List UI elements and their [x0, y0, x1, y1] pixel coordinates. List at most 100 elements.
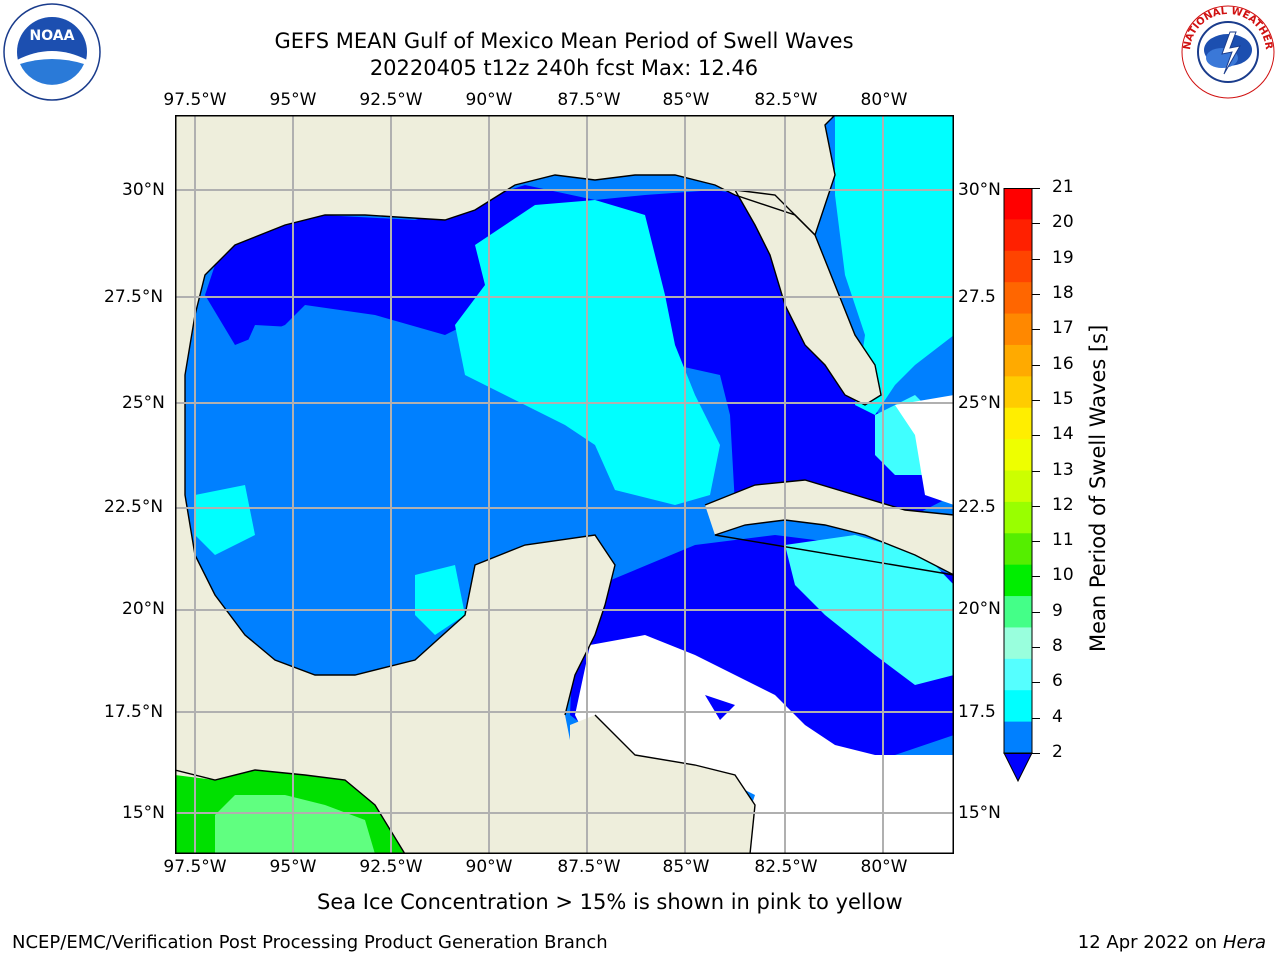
- colorbar-segment: [1004, 658, 1032, 691]
- colorbar-tick-label: 20: [1052, 212, 1074, 233]
- colorbar-segment: [1004, 470, 1032, 503]
- coastline-honduras: [594, 714, 756, 855]
- lat-label-left: 22.5°N: [104, 497, 164, 517]
- colorbar-segment: [1004, 627, 1032, 660]
- coastline-cuba: [704, 479, 955, 576]
- lon-label-top: 97.5°W: [163, 90, 227, 110]
- footer-credit: NCEP/EMC/Verification Post Processing Pr…: [12, 932, 608, 953]
- lon-label-bottom: 97.5°W: [163, 857, 227, 877]
- lat-label-left: 25°N: [122, 393, 165, 413]
- colorbar-segment: [1004, 376, 1032, 409]
- colorbar-tick: [1032, 541, 1040, 543]
- colorbar-extend-arrow: [1003, 752, 1033, 783]
- noaa-logo: NOAA: [2, 2, 102, 102]
- colorbar-title: Mean Period of Swell Waves [s]: [1086, 324, 1110, 652]
- no-data-caribbean: [575, 635, 954, 854]
- lon-label-top: 92.5°W: [359, 90, 423, 110]
- colorbar-tick: [1032, 435, 1040, 437]
- colorbar-tick: [1032, 188, 1040, 189]
- colorbar-segment: [1004, 250, 1032, 283]
- colorbar-tick-label: 16: [1052, 353, 1074, 374]
- lon-label-top: 95°W: [269, 90, 317, 110]
- lon-label-bottom: 87.5°W: [557, 857, 621, 877]
- colorbar-tick: [1032, 364, 1040, 366]
- colorbar-tick-label: 21: [1052, 177, 1074, 197]
- colorbar-tick: [1032, 717, 1040, 719]
- lat-label-left: 15°N: [122, 803, 165, 823]
- noaa-logo-text: NOAA: [30, 28, 75, 44]
- colorbar-tick-label: 18: [1052, 282, 1074, 303]
- colorbar-segment: [1004, 690, 1032, 723]
- lat-label-left: 30°N: [122, 180, 165, 200]
- lat-label-right: 27.5: [958, 287, 996, 307]
- lat-label-left: 17.5°N: [104, 702, 164, 722]
- colorbar-segment: [1004, 282, 1032, 315]
- colorbar-segment: [1004, 313, 1032, 346]
- colorbar-tick: [1032, 293, 1040, 295]
- colorbar-tick-label: 15: [1052, 388, 1074, 409]
- band-4-6-west: [195, 485, 255, 555]
- lon-label-bottom: 82.5°W: [754, 857, 818, 877]
- colorbar-tick: [1032, 682, 1040, 684]
- colorbar-tick-label: 14: [1052, 424, 1074, 445]
- band-under-2-north: [205, 185, 954, 525]
- colorbar-tick: [1032, 647, 1040, 649]
- lon-label-top: 85°W: [662, 90, 710, 110]
- lon-label-bottom: 80°W: [860, 857, 908, 877]
- lon-label-top: 87.5°W: [557, 90, 621, 110]
- map-panel: [174, 114, 955, 855]
- lat-label-right: 17.5: [958, 702, 996, 722]
- colorbar-segment: [1004, 439, 1032, 471]
- colorbar-tick: [1032, 611, 1040, 613]
- band-under-2-patch: [705, 695, 735, 720]
- lat-label-right: 15°N: [958, 803, 1001, 823]
- colorbar-segment: [1004, 501, 1032, 534]
- land-cuba: [705, 480, 954, 575]
- lon-label-bottom: 85°W: [662, 857, 710, 877]
- lat-label-right: 30°N: [958, 180, 1001, 200]
- band-8-10-pacific: [215, 795, 375, 854]
- colorbar-svg: [1003, 188, 1033, 783]
- lat-label-right: 22.5: [958, 497, 996, 517]
- band-4-6-sw: [415, 565, 465, 635]
- colorbar-tick: [1032, 329, 1040, 331]
- lat-label-right: 20°N: [958, 599, 1001, 619]
- chart-subtitle: 20220405 t12z 240h fcst Max: 12.46: [369, 56, 759, 80]
- colorbar-tick-label: 9: [1052, 600, 1063, 621]
- colorbar-tick: [1032, 505, 1040, 507]
- colorbar-tick: [1032, 258, 1040, 260]
- graticule: [175, 115, 954, 854]
- coastline-florida: [733, 189, 882, 406]
- lon-label-bottom: 90°W: [465, 857, 513, 877]
- chart-title: GEFS MEAN Gulf of Mexico Mean Period of …: [274, 29, 854, 53]
- colorbar-tick-label: 4: [1052, 706, 1063, 727]
- land-honduras: [570, 715, 755, 854]
- lon-label-top: 80°W: [860, 90, 908, 110]
- lon-label-top: 90°W: [465, 90, 513, 110]
- colorbar-tick-label: 19: [1052, 247, 1074, 268]
- colorbar-segment: [1004, 721, 1032, 754]
- colorbar-tick-label: 2: [1052, 742, 1063, 762]
- ice-note: Sea Ice Concentration > 15% is shown in …: [317, 890, 903, 914]
- colorbar-tick-label: 10: [1052, 565, 1074, 586]
- colorbar-tick: [1032, 576, 1040, 578]
- band-2-4-west: [205, 305, 595, 675]
- colorbar-tick-label: 12: [1052, 494, 1074, 515]
- coastline-pacific: [174, 769, 406, 855]
- colorbar-segment: [1004, 407, 1032, 440]
- colorbar-tick: [1032, 753, 1040, 754]
- colorbar-segment: [1004, 596, 1032, 628]
- nws-logo: NATIONAL WEATHER SERVICE: [1174, 0, 1278, 102]
- footer-date: 12 Apr 2022 on Hera: [1078, 932, 1266, 953]
- colorbar-segment: [1004, 564, 1032, 597]
- map-svg: [174, 114, 955, 855]
- colorbar-segment: [1004, 344, 1032, 377]
- map-frame: [175, 115, 954, 854]
- colorbar-tick-label: 11: [1052, 530, 1074, 551]
- colorbar-tick: [1032, 470, 1040, 472]
- colorbar-tick-label: 13: [1052, 459, 1074, 480]
- no-data-bahamas: [895, 395, 954, 505]
- colorbar-tick-label: 6: [1052, 671, 1063, 692]
- colorbar: [1002, 188, 1042, 783]
- colorbar-tick: [1032, 399, 1040, 401]
